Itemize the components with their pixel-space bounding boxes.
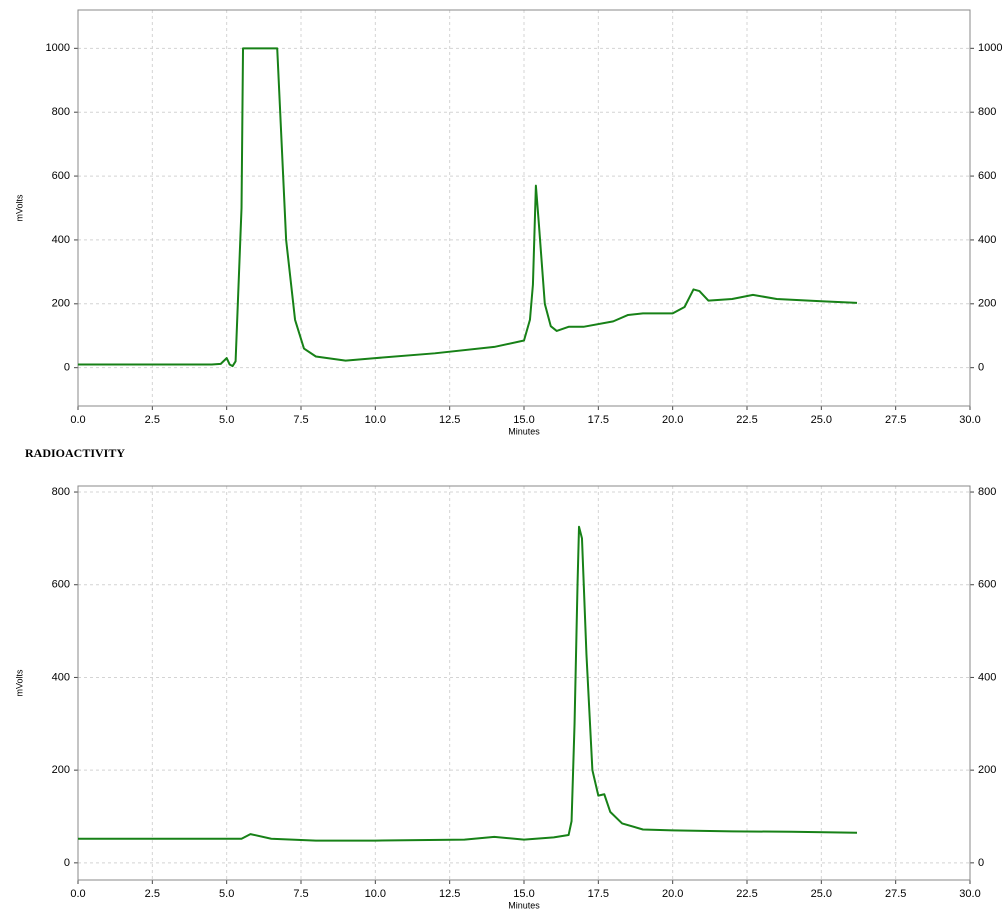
y2-tick-label: 1000 [978,42,1002,54]
x-tick-label: 15.0 [513,888,534,900]
x-tick-label: 2.5 [145,888,160,900]
y2-tick-label: 0 [978,362,984,374]
x-axis-label: Minutes [508,900,540,910]
x-tick-label: 20.0 [662,888,683,900]
y2-tick-label: 600 [978,579,996,591]
y-tick-label: 800 [52,486,70,498]
y-tick-label: 600 [52,579,70,591]
x-tick-label: 15.0 [513,414,534,426]
x-tick-label: 27.5 [885,414,906,426]
x-tick-label: 5.0 [219,888,234,900]
y-tick-label: 1000 [46,42,70,54]
y-tick-label: 400 [52,234,70,246]
x-tick-label: 27.5 [885,888,906,900]
y-tick-label: 0 [64,362,70,374]
x-axis-label: Minutes [508,426,540,436]
y-tick-label: 200 [52,298,70,310]
y-tick-label: 800 [52,106,70,118]
x-tick-label: 30.0 [959,414,980,426]
y-axis-label: mVolts [14,669,24,697]
x-tick-label: 10.0 [365,414,386,426]
y-tick-label: 600 [52,170,70,182]
y2-tick-label: 600 [978,170,996,182]
x-tick-label: 17.5 [588,414,609,426]
y2-tick-label: 400 [978,671,996,683]
y2-tick-label: 0 [978,857,984,869]
x-tick-label: 7.5 [293,414,308,426]
x-tick-label: 12.5 [439,888,460,900]
x-tick-label: 2.5 [145,414,160,426]
x-tick-label: 22.5 [736,888,757,900]
x-tick-label: 7.5 [293,888,308,900]
data-line [78,47,858,368]
y2-tick-label: 800 [978,486,996,498]
y2-tick-label: 200 [978,764,996,776]
y-tick-label: 400 [52,671,70,683]
x-tick-label: 12.5 [439,414,460,426]
plot-frame [77,9,971,407]
y-tick-label: 0 [64,857,70,869]
y-tick-label: 200 [52,764,70,776]
x-tick-label: 17.5 [588,888,609,900]
x-tick-label: 22.5 [736,414,757,426]
data-line [78,525,858,842]
x-tick-label: 20.0 [662,414,683,426]
y2-tick-label: 400 [978,234,996,246]
x-tick-label: 25.0 [811,414,832,426]
y-axis-label: mVolts [14,194,24,222]
x-tick-label: 25.0 [811,888,832,900]
x-tick-label: 0.0 [70,414,85,426]
plot-frame [77,485,971,881]
x-tick-label: 0.0 [70,888,85,900]
x-tick-label: 10.0 [365,888,386,900]
chart-title: RADIOACTIVITY [25,446,125,460]
y2-tick-label: 200 [978,298,996,310]
x-tick-label: 5.0 [219,414,234,426]
x-tick-label: 30.0 [959,888,980,900]
y2-tick-label: 800 [978,106,996,118]
